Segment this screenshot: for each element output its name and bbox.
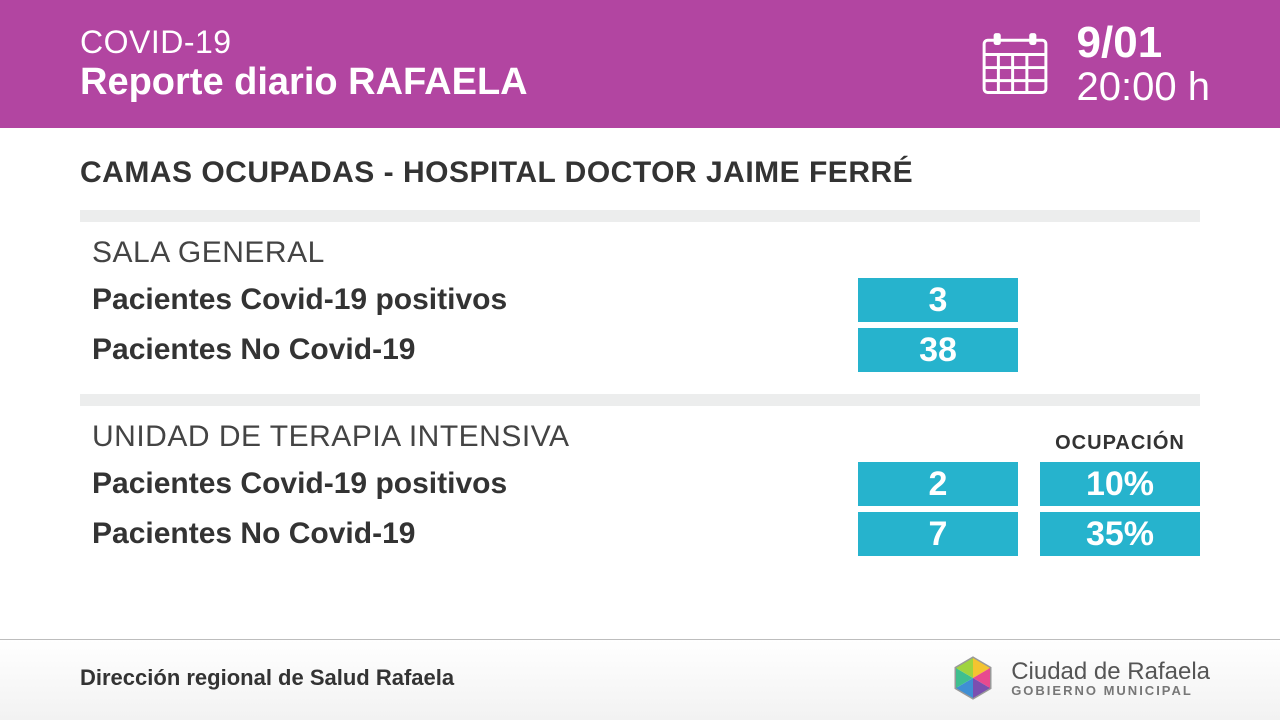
rows: OCUPACIÓN Pacientes Covid-19 positivos 2… bbox=[80, 462, 1200, 556]
calendar-icon bbox=[977, 26, 1053, 102]
hexagon-logo-icon bbox=[949, 654, 997, 702]
value-box: 38 bbox=[858, 328, 1018, 372]
row-label: Pacientes No Covid-19 bbox=[80, 517, 846, 551]
value-box: 7 bbox=[858, 512, 1018, 556]
row-label: Pacientes Covid-19 positivos bbox=[80, 283, 846, 317]
footer-bar: Dirección regional de Salud Rafaela Ciud… bbox=[0, 639, 1280, 720]
footer-brand-text: Ciudad de Rafaela GOBIERNO MUNICIPAL bbox=[1011, 659, 1210, 698]
table-row: Pacientes No Covid-19 7 35% bbox=[80, 512, 1200, 556]
header-bar: COVID-19 Reporte diario RAFAELA 9/01 20:… bbox=[0, 0, 1280, 128]
section-title: UNIDAD DE TERAPIA INTENSIVA bbox=[92, 420, 1200, 454]
table-row: Pacientes Covid-19 positivos 2 10% bbox=[80, 462, 1200, 506]
table-row: Pacientes Covid-19 positivos 3 bbox=[80, 278, 1200, 322]
header-right: 9/01 20:00 h bbox=[977, 20, 1210, 108]
rows: Pacientes Covid-19 positivos 3 Pacientes… bbox=[80, 278, 1200, 372]
table-row: Pacientes No Covid-19 38 bbox=[80, 328, 1200, 372]
header-left: COVID-19 Reporte diario RAFAELA bbox=[80, 24, 528, 104]
report-time: 20:00 h bbox=[1077, 66, 1210, 108]
main-content: CAMAS OCUPADAS - HOSPITAL DOCTOR JAIME F… bbox=[0, 128, 1280, 639]
header-kicker: COVID-19 bbox=[80, 24, 528, 61]
main-title: CAMAS OCUPADAS - HOSPITAL DOCTOR JAIME F… bbox=[80, 156, 1200, 190]
footer-brand-block: Ciudad de Rafaela GOBIERNO MUNICIPAL bbox=[949, 654, 1210, 702]
value-box: 3 bbox=[858, 278, 1018, 322]
date-block: 9/01 20:00 h bbox=[1077, 20, 1210, 108]
section-sala-general: SALA GENERAL Pacientes Covid-19 positivo… bbox=[80, 222, 1200, 394]
brand-sub: GOBIERNO MUNICIPAL bbox=[1011, 684, 1210, 698]
footer-source: Dirección regional de Salud Rafaela bbox=[80, 665, 454, 691]
occupancy-header: OCUPACIÓN bbox=[1040, 432, 1200, 455]
percent-box: 35% bbox=[1040, 512, 1200, 556]
header-title: Reporte diario RAFAELA bbox=[80, 61, 528, 104]
section-title: SALA GENERAL bbox=[92, 236, 1200, 270]
divider bbox=[80, 394, 1200, 406]
brand-city: Ciudad de Rafaela bbox=[1011, 659, 1210, 684]
percent-box: 10% bbox=[1040, 462, 1200, 506]
value-box: 2 bbox=[858, 462, 1018, 506]
report-date: 9/01 bbox=[1077, 20, 1210, 66]
row-label: Pacientes No Covid-19 bbox=[80, 333, 846, 367]
section-uti: UNIDAD DE TERAPIA INTENSIVA OCUPACIÓN Pa… bbox=[80, 406, 1200, 578]
divider bbox=[80, 210, 1200, 222]
row-label: Pacientes Covid-19 positivos bbox=[80, 467, 846, 501]
